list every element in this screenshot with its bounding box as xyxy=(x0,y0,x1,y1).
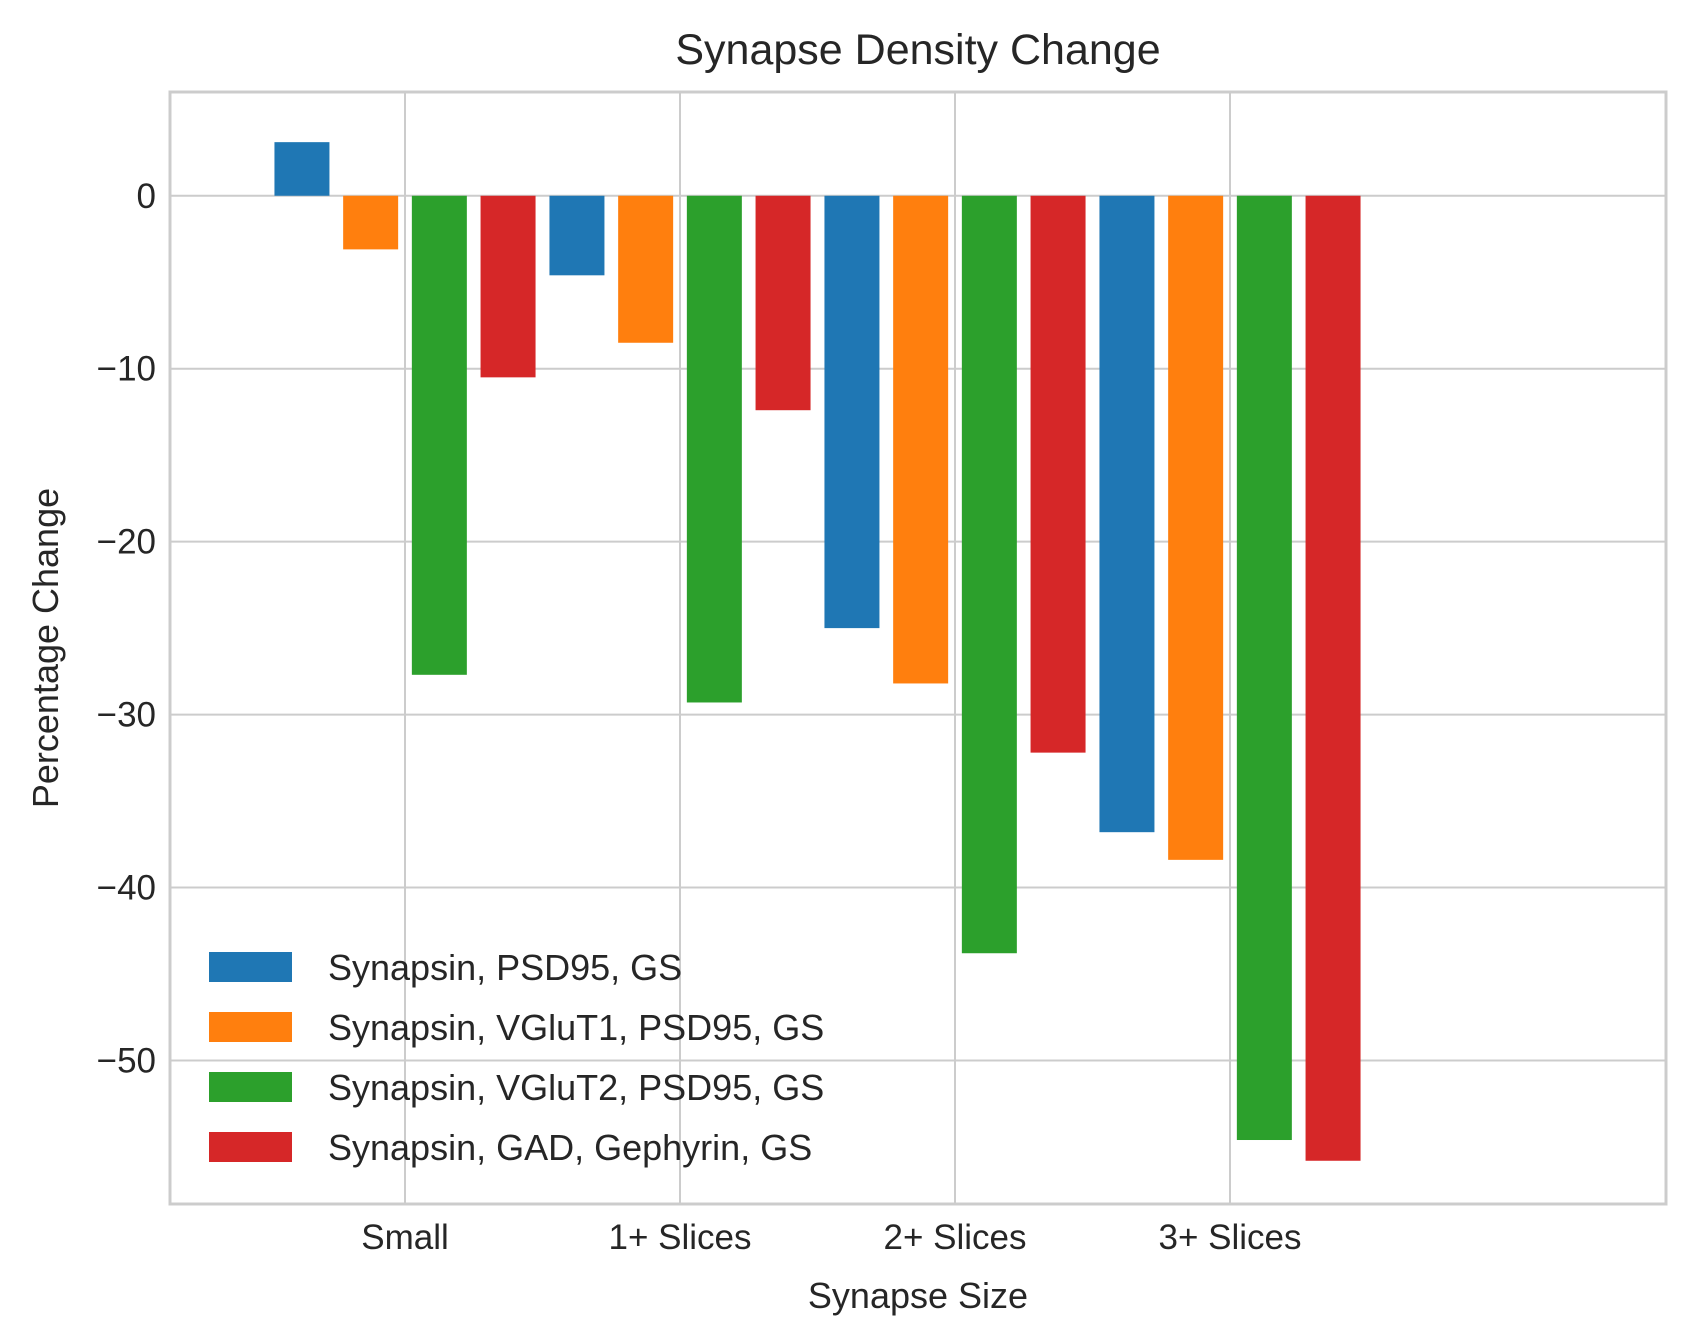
bar xyxy=(893,195,949,684)
bar xyxy=(549,195,605,276)
chart-title: Synapse Density Change xyxy=(675,26,1160,74)
bar xyxy=(343,195,399,250)
y-tick-label: −10 xyxy=(97,350,156,389)
bar xyxy=(1030,195,1086,753)
legend: Synapsin, PSD95, GS Synapsin, VGluT1, PSD… xyxy=(209,947,824,1168)
bar xyxy=(1305,195,1361,1161)
legend-label: Synapsin, PSD95, GS xyxy=(328,947,682,988)
legend-swatch xyxy=(209,1132,292,1162)
x-tick-label: Small xyxy=(361,1218,449,1257)
legend-label: Synapsin, VGluT2, PSD95, GS xyxy=(328,1067,824,1108)
y-tick-label: −40 xyxy=(97,869,156,908)
bar xyxy=(1236,195,1292,1141)
x-axis-label: Synapse Size xyxy=(808,1275,1028,1316)
bars xyxy=(274,142,1361,1161)
bar xyxy=(480,195,536,378)
legend-label: Synapsin, GAD, Gephyrin, GS xyxy=(328,1127,812,1168)
y-tick-label: −30 xyxy=(97,696,156,735)
y-tick-label: −20 xyxy=(97,523,156,562)
bar xyxy=(961,195,1017,954)
legend-swatch xyxy=(209,952,292,982)
bar xyxy=(1099,195,1155,833)
y-axis-label: Percentage Change xyxy=(25,488,66,808)
bar xyxy=(686,195,742,703)
legend-swatch xyxy=(209,1012,292,1042)
bar xyxy=(824,195,880,629)
y-tick-label: −50 xyxy=(97,1041,156,1080)
y-tick-label: 0 xyxy=(137,177,156,216)
bar xyxy=(1168,195,1224,860)
x-tick-labels: Small 1+ Slices 2+ Slices 3+ Slices xyxy=(361,1218,1301,1257)
y-tick-labels: 0 −10 −20 −30 −40 −50 xyxy=(97,177,156,1081)
legend-label: Synapsin, VGluT1, PSD95, GS xyxy=(328,1007,824,1048)
x-tick-label: 2+ Slices xyxy=(884,1218,1027,1257)
bar xyxy=(274,142,330,196)
x-tick-label: 1+ Slices xyxy=(609,1218,752,1257)
x-tick-label: 3+ Slices xyxy=(1159,1218,1302,1257)
bar xyxy=(755,195,811,411)
bar xyxy=(618,195,674,343)
bar xyxy=(411,195,467,675)
plot-frame xyxy=(168,90,1668,1206)
legend-swatch xyxy=(209,1072,292,1102)
